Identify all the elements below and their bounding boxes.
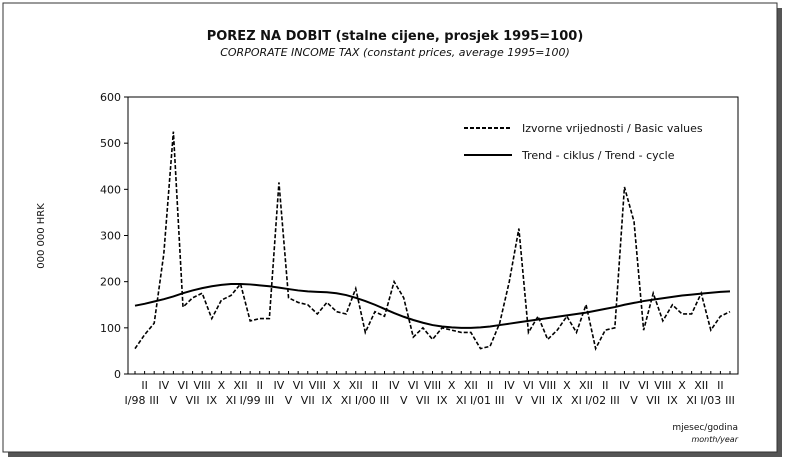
x-tick-label: XI	[456, 394, 467, 407]
x-tick-label: XI	[226, 394, 237, 407]
series-line	[134, 282, 731, 329]
x-tick-label: V	[285, 394, 293, 407]
x-tick-label: I/02	[585, 394, 606, 407]
x-tick-label: VIII	[654, 379, 671, 392]
x-tick-label: XII	[349, 379, 363, 392]
x-tick-label: XII	[579, 379, 593, 392]
x-tick-label: VI	[408, 379, 419, 392]
x-tick-label: VII	[416, 394, 430, 407]
y-tick-label: 400	[100, 183, 121, 196]
x-tick-label: II	[372, 379, 379, 392]
x-tick-label: V	[630, 394, 638, 407]
x-tick-label: II	[717, 379, 724, 392]
x-tick-label: I/00	[355, 394, 376, 407]
y-axis-label: 000 000 HRK	[36, 203, 47, 269]
x-tick-label: IX	[322, 394, 333, 407]
x-tick-label: VIII	[194, 379, 211, 392]
chart-subtitle: CORPORATE INCOME TAX (constant prices, a…	[220, 46, 570, 59]
y-tick-label: 600	[100, 91, 121, 104]
x-tick-label: V	[170, 394, 178, 407]
x-tick-label: IV	[158, 379, 169, 392]
x-tick-label: IV	[274, 379, 285, 392]
x-tick-label: I/99	[240, 394, 261, 407]
legend-label: Trend - ciklus / Trend - cycle	[521, 149, 675, 162]
x-tick-label: IX	[552, 394, 563, 407]
y-tick-label: 200	[100, 276, 121, 289]
frame	[2, 2, 778, 453]
x-tick-label: X	[678, 379, 686, 392]
x-tick-label: IV	[619, 379, 630, 392]
x-tick-label: II	[257, 379, 264, 392]
y-tick-label: 500	[100, 137, 121, 150]
x-tick-label: IX	[667, 394, 678, 407]
x-tick-label: XI	[686, 394, 697, 407]
x-tick-label: IX	[437, 394, 448, 407]
x-tick-label: XII	[234, 379, 248, 392]
y-tick-label: 100	[100, 322, 121, 335]
x-tick-label: V	[515, 394, 523, 407]
x-tick-label: III	[725, 394, 735, 407]
x-tick-label: VIII	[539, 379, 556, 392]
x-tick-label: III	[610, 394, 620, 407]
x-tick-label: VII	[646, 394, 660, 407]
x-tick-label: III	[264, 394, 274, 407]
x-tick-label: I/98	[125, 394, 146, 407]
x-tick-label: II	[487, 379, 494, 392]
x-tick-label: IV	[504, 379, 515, 392]
x-tick-label: VI	[293, 379, 304, 392]
x-tick-label: I/01	[470, 394, 491, 407]
x-tick-label: II	[141, 379, 148, 392]
x-tick-label: XI	[571, 394, 582, 407]
x-tick-label: VI	[178, 379, 189, 392]
x-tick-label: VIII	[309, 379, 326, 392]
x-tick-label: VII	[531, 394, 545, 407]
x-tick-label: III	[495, 394, 505, 407]
x-tick-label: X	[218, 379, 226, 392]
x-tick-label: II	[602, 379, 609, 392]
x-tick-label: IX	[206, 394, 217, 407]
x-axis-label-en: month/year	[691, 435, 738, 444]
x-tick-label: IV	[389, 379, 400, 392]
x-tick-label: VII	[301, 394, 315, 407]
y-tick-label: 0	[114, 368, 121, 381]
x-tick-label: X	[333, 379, 341, 392]
x-tick-label: III	[380, 394, 390, 407]
x-tick-label: III	[149, 394, 159, 407]
x-tick-label: XII	[694, 379, 708, 392]
x-tick-label: I/03	[700, 394, 721, 407]
x-tick-label: VI	[523, 379, 534, 392]
x-tick-label: V	[400, 394, 408, 407]
x-tick-label: X	[448, 379, 456, 392]
x-tick-label: VII	[186, 394, 200, 407]
x-tick-label: X	[563, 379, 571, 392]
x-axis-label: mjesec/godina	[672, 423, 738, 433]
y-tick-label: 300	[100, 230, 121, 243]
series-line	[134, 131, 731, 351]
x-tick-label: VIII	[424, 379, 441, 392]
x-tick-label: XII	[464, 379, 478, 392]
legend-label: Izvorne vrijednosti / Basic values	[522, 122, 703, 135]
chart-title: POREZ NA DOBIT (stalne cijene, prosjek 1…	[207, 29, 584, 44]
x-tick-label: XI	[341, 394, 352, 407]
x-tick-label: VI	[638, 379, 649, 392]
